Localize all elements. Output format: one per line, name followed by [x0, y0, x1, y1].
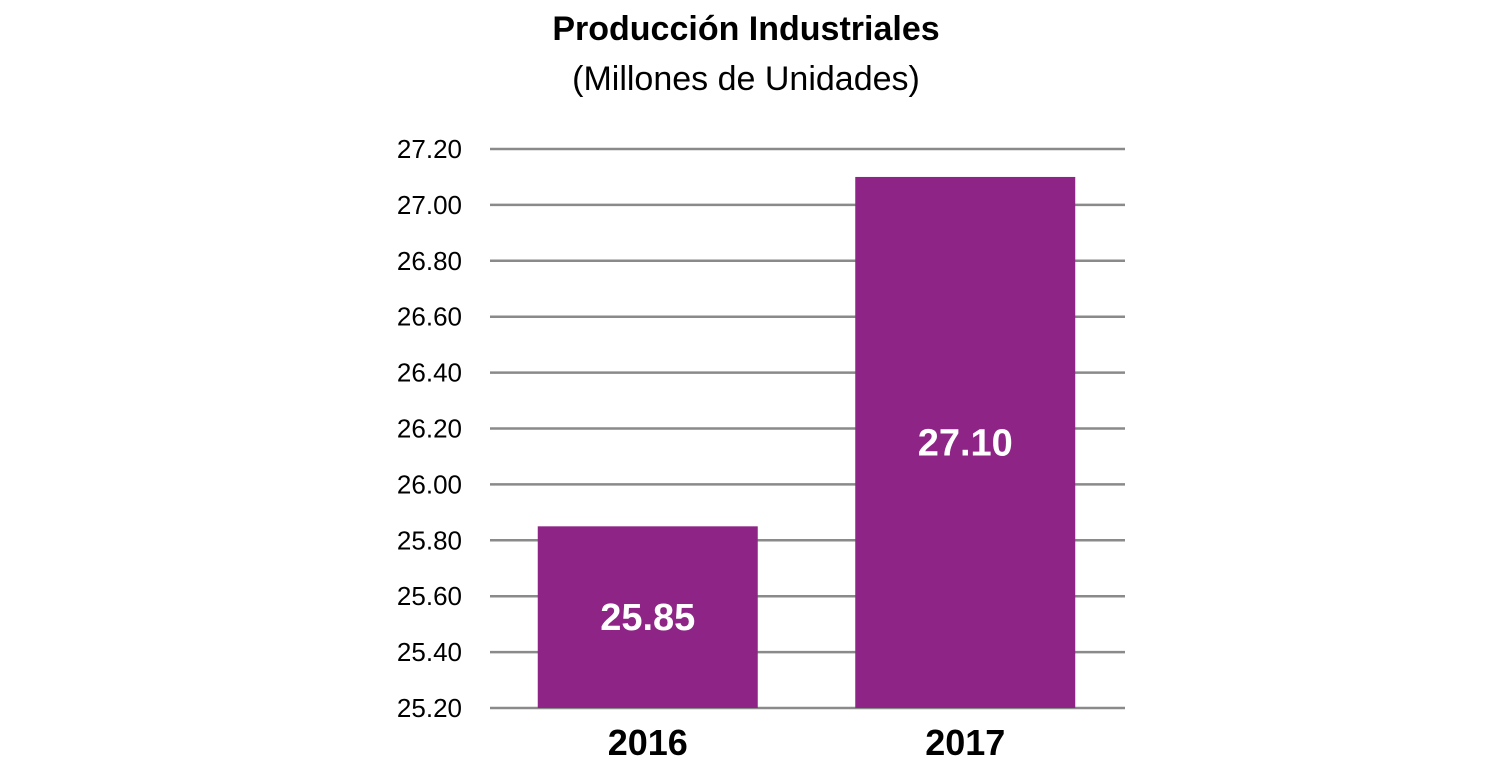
x-tick-label: 2016 [608, 722, 688, 763]
y-tick-label: 27.00 [397, 190, 462, 220]
bar-2017 [855, 176, 1076, 708]
y-tick-label: 25.40 [397, 637, 462, 667]
y-tick-label: 25.80 [397, 525, 462, 555]
chart-subtitle: (Millones de Unidades) [572, 60, 920, 98]
data-label: 27.10 [918, 422, 1013, 464]
y-axis-ticks: 25.20 25.40 25.60 25.80 26.00 26.20 26.40 26.60… [397, 134, 462, 723]
x-tick-label: 2017 [925, 722, 1005, 763]
y-tick-label: 27.20 [397, 134, 462, 164]
y-tick-label: 26.00 [397, 469, 462, 499]
y-tick-label: 26.80 [397, 246, 462, 276]
x-axis-ticks: 2016 2017 [608, 722, 1006, 763]
y-tick-label: 26.20 [397, 414, 462, 444]
data-label: 25.85 [600, 597, 695, 639]
bar-2016 [537, 526, 758, 708]
y-tick-label: 25.60 [397, 581, 462, 611]
y-tick-label: 26.60 [397, 302, 462, 332]
y-tick-label: 26.40 [397, 358, 462, 388]
chart-title: Producción Industriales [552, 10, 939, 48]
bars: 25.85 27.10 [537, 176, 1076, 708]
y-tick-label: 25.20 [397, 693, 462, 723]
